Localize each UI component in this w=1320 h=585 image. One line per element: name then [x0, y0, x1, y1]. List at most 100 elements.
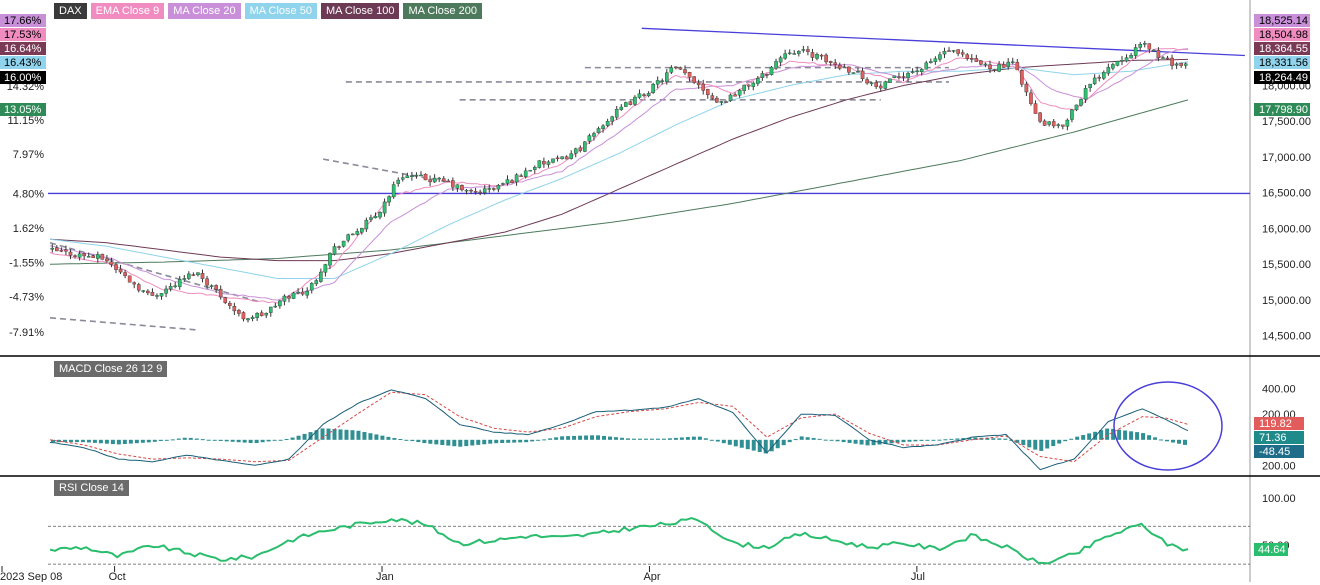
- x-axis-label: Oct: [109, 571, 126, 582]
- candle-down: [860, 70, 865, 80]
- candle-up: [391, 184, 396, 198]
- macd-histogram-bar: [913, 439, 918, 442]
- candle-up: [1106, 67, 1111, 74]
- macd-histogram-bar: [1159, 439, 1164, 441]
- candle-up: [387, 196, 391, 203]
- percent-axis-tick: 7.97%: [13, 149, 44, 161]
- candle-up: [610, 116, 614, 122]
- candle-up: [1010, 61, 1015, 64]
- macd-histogram-bar: [146, 439, 151, 443]
- candle-down: [59, 250, 64, 252]
- candle-down: [1156, 50, 1161, 58]
- legend-ma20[interactable]: MA Close 20: [168, 3, 241, 19]
- macd-histogram-bar: [817, 438, 822, 440]
- legend-ma50[interactable]: MA Close 50: [244, 3, 317, 19]
- candle-up: [583, 141, 587, 152]
- macd-histogram-bar: [1069, 438, 1074, 440]
- macd-panel-title[interactable]: MACD Close 26 12 9: [54, 361, 168, 377]
- candle-down: [478, 191, 482, 194]
- macd-histogram-bar: [637, 438, 642, 440]
- candle-up: [159, 293, 164, 297]
- candle-up: [319, 271, 323, 282]
- legend-ema9[interactable]: EMA Close 9: [90, 3, 165, 19]
- right-badge-text: 18,504.98: [1259, 29, 1308, 41]
- macd-histogram-bar: [512, 439, 517, 443]
- candle-up: [1079, 99, 1083, 106]
- macd-histogram-bar: [308, 432, 313, 440]
- candle-up: [250, 316, 255, 319]
- ma200-line: [49, 99, 1189, 265]
- x-axis-label: Jan: [376, 571, 394, 582]
- candle-up: [1083, 88, 1088, 100]
- candle-down: [555, 157, 560, 160]
- macd-histogram-bar: [985, 438, 990, 440]
- left-badge: 16.64%: [0, 42, 46, 55]
- candle-down: [965, 54, 970, 59]
- left-badge-text: 17.53%: [4, 29, 42, 41]
- legend-ma100[interactable]: MA Close 100: [320, 3, 400, 19]
- macd-histogram-bar: [661, 438, 666, 440]
- candle-up: [487, 188, 492, 190]
- candle-down: [441, 178, 446, 182]
- macd-histogram-bar: [446, 439, 451, 446]
- candle-down: [460, 185, 464, 191]
- candle-down: [1033, 103, 1038, 114]
- candle-up: [309, 283, 314, 291]
- right-badge-text: 17,798.90: [1259, 104, 1308, 116]
- candle-down: [674, 66, 678, 69]
- macd-histogram-bar: [1123, 430, 1128, 440]
- rsi-panel-title[interactable]: RSI Close 14: [54, 480, 129, 496]
- legend-dax[interactable]: DAX: [54, 3, 87, 19]
- candle-down: [423, 173, 428, 181]
- macd-histogram-bar: [763, 439, 768, 454]
- x-axis-label: Jul: [911, 571, 925, 582]
- macd-signal-line: [49, 391, 1189, 463]
- price-axis-tick: 15,000.00: [1262, 295, 1311, 307]
- macd-histogram-bar: [470, 439, 475, 446]
- macd-histogram-bar: [685, 437, 690, 440]
- candle-up: [1129, 55, 1133, 59]
- candle-down: [300, 291, 305, 295]
- candle-down: [678, 67, 683, 70]
- candle-down: [218, 288, 223, 298]
- candle-up: [888, 78, 892, 83]
- candle-up: [892, 75, 897, 78]
- candle-down: [833, 62, 838, 65]
- macd-histogram-bar: [386, 436, 391, 440]
- ma50-line: [49, 61, 1189, 279]
- candle-up: [1006, 61, 1010, 68]
- macd-histogram-bar: [302, 433, 307, 440]
- candle-up: [360, 227, 364, 233]
- candle-up: [432, 177, 437, 183]
- candle-up: [350, 233, 355, 236]
- candle-down: [1061, 124, 1065, 127]
- candle-up: [501, 183, 505, 185]
- macd-histogram-bar: [1105, 428, 1110, 440]
- macd-histogram-bar: [1045, 439, 1050, 449]
- left-badge: 16.00%: [0, 71, 46, 84]
- candle-up: [924, 62, 929, 70]
- candle-up: [997, 64, 1001, 72]
- candle-up: [587, 135, 592, 142]
- macd-histogram-bar: [1051, 439, 1056, 447]
- candle-up: [405, 175, 410, 179]
- left-badge-bg: [0, 56, 46, 69]
- macd-histogram-bar: [176, 438, 181, 440]
- candle-down: [765, 74, 769, 76]
- candle-up: [797, 50, 801, 54]
- macd-histogram-bar: [422, 439, 427, 444]
- left-badge: 13.05%: [0, 103, 46, 116]
- candle-down: [237, 310, 241, 314]
- candle-up: [305, 290, 309, 296]
- macd-histogram-bar: [398, 439, 403, 441]
- candle-down: [228, 303, 232, 306]
- left-badge-text: 16.00%: [4, 72, 42, 84]
- macd-histogram-bar: [542, 439, 547, 441]
- candle-up: [1174, 63, 1179, 66]
- macd-histogram-bar: [140, 439, 145, 443]
- candle-up: [264, 313, 269, 316]
- macd-histogram-bar: [242, 439, 247, 443]
- left-badge: 16.43%: [0, 56, 46, 69]
- legend-ma200[interactable]: MA Close 200: [403, 3, 482, 19]
